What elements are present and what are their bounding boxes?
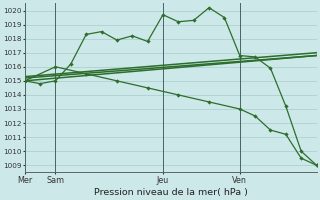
X-axis label: Pression niveau de la mer( hPa ): Pression niveau de la mer( hPa ) <box>94 188 248 197</box>
